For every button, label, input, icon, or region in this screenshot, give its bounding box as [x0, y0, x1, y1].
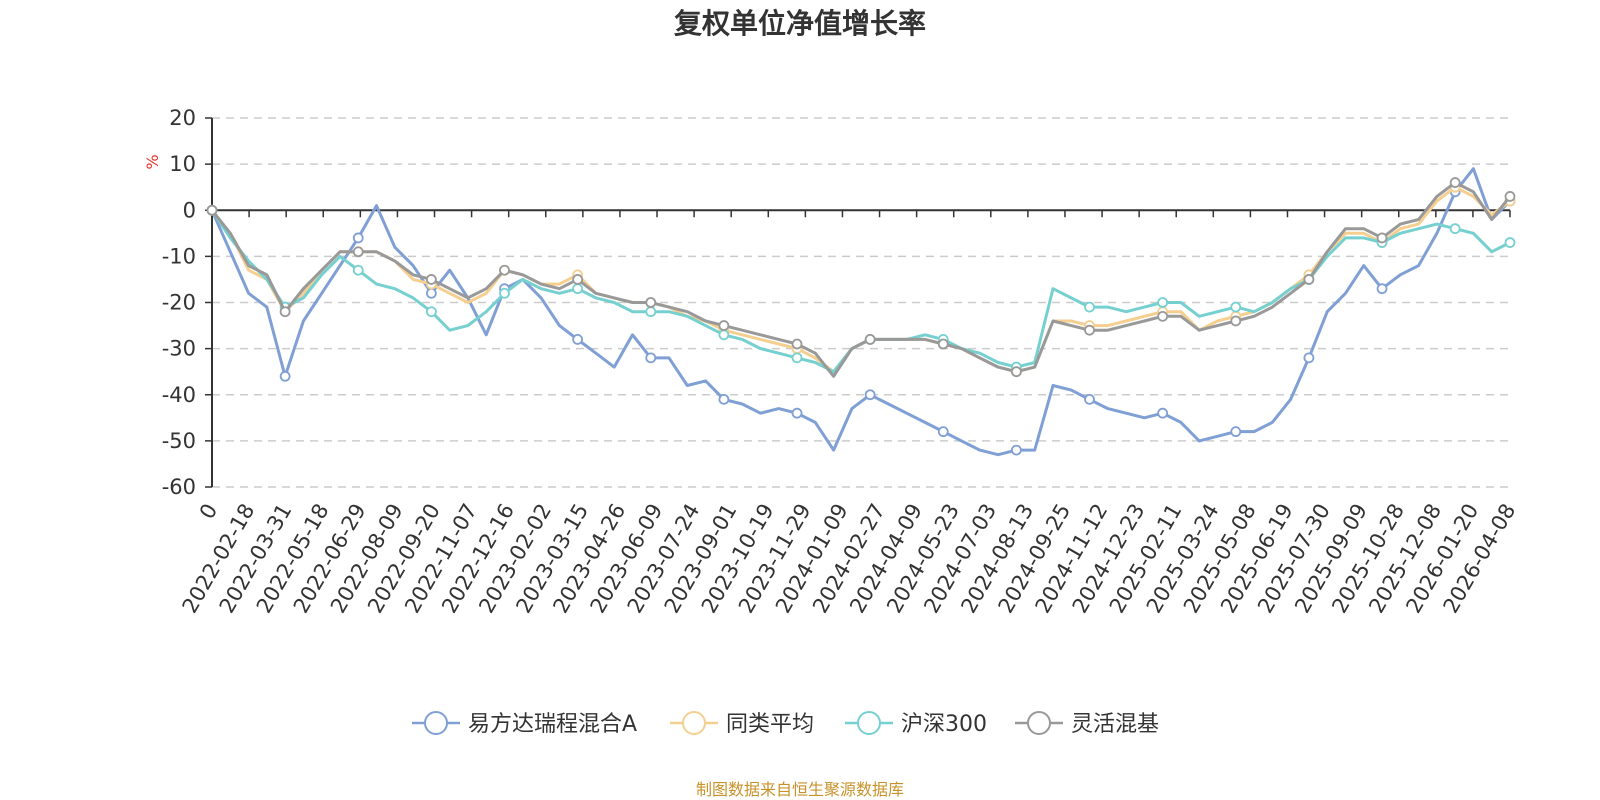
- series-point[interactable]: [1376, 232, 1388, 244]
- series-2: [206, 204, 1516, 374]
- series-point[interactable]: [1084, 393, 1095, 405]
- legend-label: 易方达瑞程混合A: [468, 712, 637, 737]
- series-point[interactable]: [1010, 366, 1022, 378]
- data-source-note: 制图数据来自恒生聚源数据库: [696, 780, 904, 799]
- series-point[interactable]: [718, 393, 730, 405]
- series-point[interactable]: [937, 426, 949, 438]
- grid-lines: [212, 117, 1510, 488]
- series-point[interactable]: [206, 204, 218, 216]
- series-0: [206, 167, 1516, 457]
- legend-item-2[interactable]: 沪深300: [845, 711, 987, 737]
- series-point[interactable]: [572, 283, 584, 295]
- legend-marker: [857, 711, 881, 735]
- series-point[interactable]: [864, 333, 876, 345]
- series-group: [206, 167, 1516, 457]
- series-point[interactable]: [1157, 310, 1169, 322]
- series-point[interactable]: [425, 306, 437, 318]
- series-point[interactable]: [425, 274, 437, 285]
- series-line: [210, 167, 1512, 457]
- series-point[interactable]: [1084, 324, 1095, 336]
- legend-marker: [1027, 711, 1051, 735]
- series-point[interactable]: [645, 352, 657, 364]
- series-3: [206, 177, 1516, 378]
- series-point[interactable]: [718, 329, 730, 341]
- y-axis-unit-label: %: [143, 154, 162, 169]
- y-tick-label: -20: [162, 291, 196, 315]
- series-1: [206, 181, 1516, 378]
- y-tick-label: 10: [169, 152, 196, 176]
- series-point[interactable]: [718, 320, 730, 331]
- series-point[interactable]: [1449, 223, 1461, 235]
- series-point[interactable]: [864, 389, 876, 401]
- series-point[interactable]: [937, 338, 949, 350]
- legend-item-3[interactable]: 灵活混基: [1015, 711, 1159, 737]
- y-tick-label: -40: [162, 383, 196, 407]
- series-point[interactable]: [572, 274, 584, 285]
- y-tick-label: -30: [162, 337, 196, 361]
- legend-label: 沪深300: [901, 712, 987, 737]
- series-point[interactable]: [1010, 444, 1022, 456]
- series-point[interactable]: [279, 370, 291, 382]
- y-tick-label: -60: [162, 475, 196, 499]
- series-point[interactable]: [279, 306, 291, 318]
- legend-label: 同类平均: [726, 712, 814, 737]
- series-point[interactable]: [1084, 301, 1095, 313]
- series-point[interactable]: [791, 407, 803, 419]
- y-tick-label: 0: [183, 198, 196, 222]
- chart-title: 复权单位净值增长率: [674, 7, 926, 40]
- series-point[interactable]: [645, 306, 657, 318]
- series-point[interactable]: [352, 264, 364, 276]
- series-point[interactable]: [1303, 274, 1315, 285]
- series-point[interactable]: [791, 352, 803, 364]
- y-tick-label: -10: [162, 244, 196, 268]
- y-axis-ticks: 20 10 0 -10 -20 -30 -40 -50 -60: [162, 106, 212, 499]
- legend-marker: [424, 711, 448, 735]
- series-point[interactable]: [1449, 177, 1461, 188]
- series-point[interactable]: [1504, 237, 1516, 248]
- legend-marker: [682, 711, 706, 735]
- series-point[interactable]: [352, 246, 364, 258]
- series-point[interactable]: [1230, 315, 1242, 327]
- legend-item-1[interactable]: 同类平均: [670, 711, 814, 737]
- series-point[interactable]: [1230, 426, 1242, 438]
- legend-item-0[interactable]: 易方达瑞程混合A: [412, 711, 637, 737]
- series-point[interactable]: [572, 333, 584, 345]
- series-point[interactable]: [499, 264, 510, 276]
- series-point[interactable]: [352, 232, 364, 244]
- series-line: [210, 181, 1512, 378]
- series-point[interactable]: [1157, 297, 1169, 308]
- series-point[interactable]: [1157, 407, 1169, 419]
- series-point[interactable]: [1504, 191, 1516, 202]
- series-point[interactable]: [791, 338, 803, 350]
- y-tick-label: 20: [169, 106, 196, 130]
- legend[interactable]: 易方达瑞程混合A 同类平均 沪深300 灵活混基: [412, 711, 1159, 737]
- series-point[interactable]: [499, 287, 510, 299]
- series-line: [210, 209, 1511, 374]
- series-point[interactable]: [645, 297, 657, 308]
- series-point[interactable]: [425, 287, 437, 299]
- series-point[interactable]: [1303, 352, 1315, 364]
- x-tick-label: 0: [195, 500, 222, 524]
- series-point[interactable]: [1230, 301, 1242, 313]
- series-point[interactable]: [1376, 283, 1388, 295]
- legend-label: 灵活混基: [1071, 712, 1159, 737]
- y-tick-label: -50: [162, 429, 196, 453]
